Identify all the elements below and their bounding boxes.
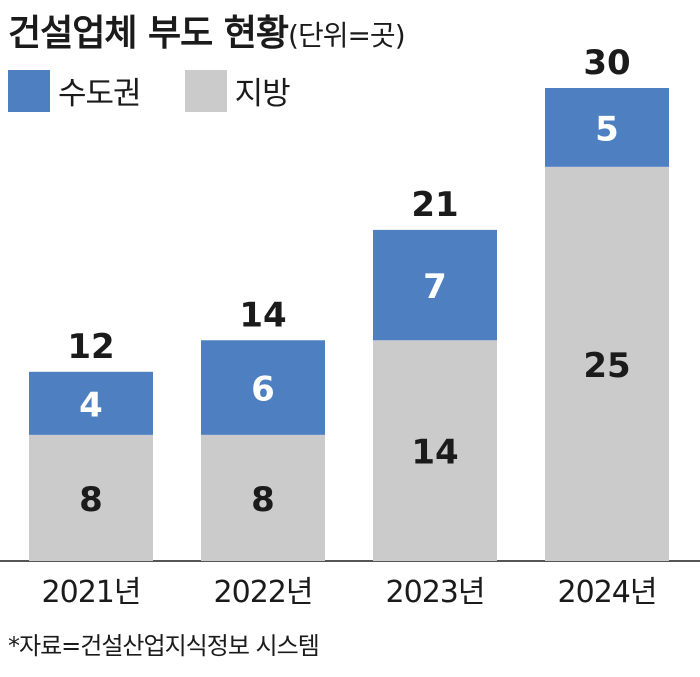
bar-metro-3: [373, 229, 497, 341]
value-label-metro-4: 5: [595, 109, 619, 149]
value-label-regional-1: 8: [79, 480, 103, 520]
bar-regional-1: [29, 434, 153, 561]
source-note: *자료=건설산업지식정보 시스템: [8, 632, 320, 660]
bar-regional-4: [545, 166, 669, 562]
total-label-4: 30: [583, 43, 630, 83]
value-label-metro-1: 4: [79, 385, 103, 425]
bar-regional-3: [373, 340, 497, 561]
unit-label: (단위=곳): [288, 19, 406, 52]
x-tick-label-4: 2024년: [558, 575, 657, 610]
value-label-regional-2: 8: [251, 480, 275, 520]
total-label-2: 14: [239, 295, 286, 335]
chart-title-row: 건설업체 부도 현황(단위=곳): [8, 4, 406, 56]
value-label-regional-3: 14: [411, 433, 458, 473]
legend: 수도권 지방: [8, 68, 334, 113]
bar-metro-2: [201, 340, 325, 435]
legend-item-metro: 수도권: [8, 68, 142, 113]
value-label-metro-3: 7: [423, 267, 447, 307]
total-label-3: 21: [411, 185, 458, 225]
legend-swatch-metro: [8, 69, 50, 112]
bar-regional-2: [201, 434, 325, 561]
bar-metro-1: [29, 371, 153, 435]
x-tick-label-2: 2022년: [214, 575, 313, 610]
legend-label-metro: 수도권: [58, 76, 142, 112]
value-label-regional-4: 25: [583, 346, 630, 386]
chart-title: 건설업체 부도 현황: [8, 13, 289, 54]
x-tick-label-1: 2021년: [42, 575, 141, 610]
x-tick-label-3: 2023년: [386, 575, 485, 610]
bar-metro-4: [545, 88, 669, 167]
legend-swatch-regional: [184, 69, 227, 112]
legend-label-regional: 지방: [234, 76, 291, 112]
value-label-metro-2: 6: [251, 370, 275, 410]
total-label-1: 12: [67, 327, 114, 367]
legend-item-regional: 지방: [184, 68, 291, 113]
